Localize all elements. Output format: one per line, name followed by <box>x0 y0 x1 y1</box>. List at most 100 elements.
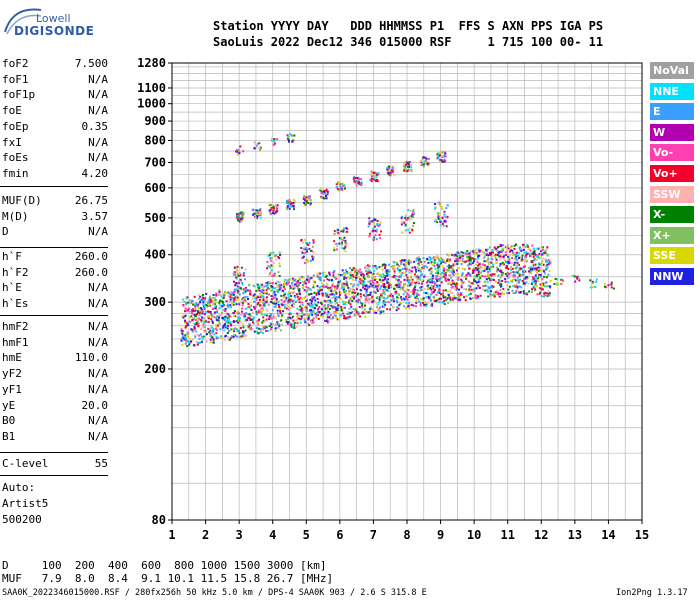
data-point <box>518 275 521 278</box>
data-point <box>353 175 356 178</box>
data-point <box>331 284 334 287</box>
data-point <box>300 315 303 318</box>
data-point <box>479 277 482 280</box>
data-point <box>544 294 547 297</box>
data-point <box>249 291 252 294</box>
data-point <box>455 287 458 290</box>
data-point <box>201 312 204 315</box>
data-point <box>364 299 367 302</box>
data-point <box>485 250 488 253</box>
data-point <box>535 284 538 287</box>
data-point <box>534 289 537 292</box>
data-point <box>269 270 272 273</box>
data-point <box>510 271 513 274</box>
data-point <box>368 265 371 268</box>
data-point <box>434 207 437 210</box>
data-point <box>393 275 396 278</box>
data-point <box>400 217 403 220</box>
data-point <box>372 264 375 267</box>
data-point <box>549 285 552 288</box>
data-point <box>497 251 500 254</box>
data-point <box>547 285 550 288</box>
data-point <box>343 315 346 318</box>
data-point <box>351 300 354 303</box>
data-point <box>556 278 559 281</box>
data-point <box>235 320 238 323</box>
data-point <box>266 281 269 284</box>
param-value: 3.57 <box>81 209 109 223</box>
data-point <box>274 329 277 332</box>
data-point <box>276 210 279 213</box>
data-point <box>311 306 314 309</box>
data-point <box>270 257 273 260</box>
data-point <box>273 302 276 305</box>
data-point <box>229 337 232 340</box>
data-point <box>268 324 271 327</box>
data-point <box>212 341 215 344</box>
data-point <box>235 303 238 306</box>
data-point <box>321 309 324 312</box>
data-point <box>363 281 366 284</box>
y-tick-label: 200 <box>144 362 166 376</box>
data-point <box>312 317 315 320</box>
data-point <box>289 301 292 304</box>
data-point <box>303 201 306 204</box>
data-point <box>312 251 315 254</box>
data-point <box>577 278 580 281</box>
data-point <box>482 284 485 287</box>
data-point <box>477 273 480 276</box>
data-point <box>486 275 489 278</box>
y-tick-label: 1000 <box>137 97 166 111</box>
data-point <box>236 318 239 321</box>
data-point <box>422 163 425 166</box>
data-point <box>243 335 246 338</box>
data-point <box>542 251 545 254</box>
x-tick-label: 8 <box>403 528 410 542</box>
data-point <box>408 281 411 284</box>
data-point <box>465 252 468 255</box>
data-point <box>207 315 210 318</box>
data-point <box>451 272 454 275</box>
data-point <box>535 280 538 283</box>
data-point <box>225 321 228 324</box>
data-point <box>422 165 425 168</box>
data-point <box>395 261 398 264</box>
data-point <box>189 321 192 324</box>
data-point <box>540 295 543 298</box>
data-point <box>319 188 322 191</box>
data-point <box>361 312 364 315</box>
data-point <box>235 298 238 301</box>
data-point <box>301 309 304 312</box>
data-point <box>297 279 300 282</box>
data-point <box>212 332 215 335</box>
data-point <box>519 290 522 293</box>
data-point <box>411 215 414 218</box>
data-point <box>198 297 201 300</box>
data-point <box>237 316 240 319</box>
data-point <box>389 171 392 174</box>
data-point <box>227 336 230 339</box>
data-point <box>403 169 406 172</box>
data-point <box>452 273 455 276</box>
data-point <box>336 284 339 287</box>
data-point <box>531 244 534 247</box>
data-point <box>521 245 524 248</box>
data-point <box>418 278 421 281</box>
data-point <box>419 301 422 304</box>
data-point <box>279 309 282 312</box>
data-point <box>187 309 190 312</box>
data-point <box>297 287 300 290</box>
data-point <box>260 310 263 313</box>
data-point <box>511 289 514 292</box>
data-point <box>237 217 240 220</box>
data-point <box>404 224 407 227</box>
data-point <box>293 324 296 327</box>
data-point <box>315 316 318 319</box>
data-point <box>516 271 519 274</box>
data-point <box>408 307 411 310</box>
data-point <box>372 296 375 299</box>
data-point <box>199 301 202 304</box>
data-point <box>196 317 199 320</box>
data-point <box>246 316 249 319</box>
data-point <box>338 242 341 245</box>
